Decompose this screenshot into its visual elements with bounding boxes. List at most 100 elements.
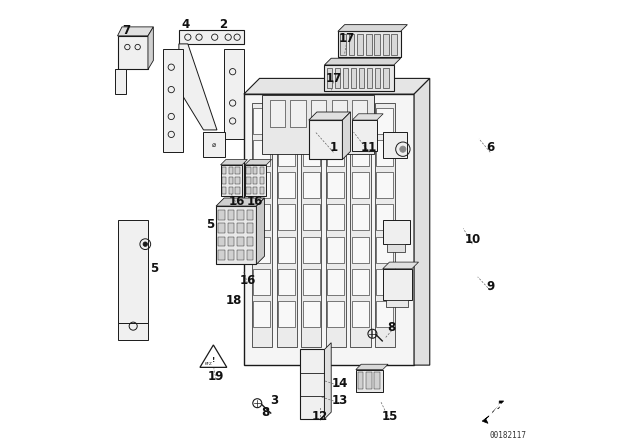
Bar	[340, 34, 346, 55]
Bar	[303, 140, 319, 166]
Bar	[387, 300, 408, 307]
Bar	[374, 34, 380, 55]
Bar	[352, 108, 369, 134]
Bar	[236, 187, 240, 194]
Bar	[246, 250, 253, 260]
Bar	[253, 140, 270, 166]
Bar	[218, 250, 225, 260]
Bar	[358, 372, 364, 389]
Bar	[237, 210, 244, 220]
Bar	[303, 237, 319, 263]
Text: 17: 17	[325, 72, 342, 85]
Bar	[332, 100, 347, 127]
Bar	[303, 172, 319, 198]
Text: 3: 3	[270, 394, 278, 408]
Text: 5: 5	[206, 217, 214, 231]
Bar	[375, 68, 380, 88]
Bar	[356, 370, 383, 392]
Text: KFZ: KFZ	[205, 362, 212, 366]
Bar	[222, 177, 227, 184]
Bar	[246, 223, 253, 233]
Bar	[115, 69, 127, 94]
Text: 9: 9	[486, 280, 494, 293]
Bar	[327, 237, 344, 263]
Bar	[376, 269, 394, 295]
Text: 16: 16	[239, 273, 255, 287]
Bar	[351, 103, 371, 347]
Text: 16: 16	[247, 195, 263, 208]
Bar	[376, 172, 394, 198]
Polygon shape	[383, 262, 419, 269]
Bar	[262, 95, 374, 154]
Bar	[216, 206, 257, 264]
Bar	[327, 68, 332, 88]
Bar	[278, 204, 295, 230]
Polygon shape	[489, 403, 502, 419]
Bar	[246, 187, 251, 194]
Text: ⌀: ⌀	[211, 142, 216, 148]
Text: 8: 8	[261, 405, 269, 419]
Bar	[327, 269, 344, 295]
Text: 15: 15	[381, 410, 397, 423]
Text: 14: 14	[332, 376, 348, 390]
Polygon shape	[309, 112, 351, 120]
Bar	[327, 301, 344, 327]
Bar	[260, 167, 264, 174]
Bar	[327, 172, 344, 198]
Bar	[349, 34, 355, 55]
Bar	[278, 237, 295, 263]
Bar	[228, 167, 233, 174]
Bar	[244, 94, 414, 365]
Bar	[327, 140, 344, 166]
Text: 13: 13	[332, 393, 348, 407]
Bar	[357, 34, 363, 55]
Text: 17: 17	[339, 31, 355, 45]
Bar	[236, 177, 240, 184]
Text: 8: 8	[388, 320, 396, 334]
Text: 1: 1	[330, 141, 337, 155]
Polygon shape	[221, 159, 248, 165]
Text: 11: 11	[361, 141, 378, 155]
Bar	[179, 30, 244, 44]
Polygon shape	[324, 58, 401, 65]
Bar	[375, 103, 396, 347]
Bar	[118, 323, 148, 340]
Bar	[366, 372, 371, 389]
Bar	[246, 210, 253, 220]
Text: 4: 4	[182, 18, 189, 31]
Bar	[253, 301, 270, 327]
Bar	[352, 204, 369, 230]
Text: 00182117: 00182117	[490, 431, 527, 440]
Bar	[253, 269, 270, 295]
Bar	[376, 237, 394, 263]
Bar	[278, 172, 295, 198]
Polygon shape	[148, 27, 154, 69]
Polygon shape	[414, 78, 430, 365]
Text: 5: 5	[150, 262, 158, 276]
Bar	[376, 301, 394, 327]
Bar	[352, 301, 369, 327]
Bar	[163, 49, 184, 152]
Bar	[352, 140, 369, 166]
Bar	[253, 167, 257, 174]
Polygon shape	[324, 343, 332, 419]
Bar	[253, 237, 270, 263]
Circle shape	[400, 146, 406, 152]
Bar	[374, 372, 380, 389]
Text: 12: 12	[312, 410, 328, 423]
Bar	[301, 103, 321, 347]
Bar	[383, 34, 388, 55]
Bar	[118, 220, 148, 323]
Polygon shape	[342, 112, 351, 159]
Polygon shape	[118, 27, 154, 36]
Bar	[383, 269, 412, 300]
Bar	[253, 172, 270, 198]
Bar	[352, 100, 367, 127]
Bar	[228, 210, 234, 220]
Bar	[338, 31, 401, 57]
Bar	[253, 108, 270, 134]
Bar	[228, 250, 234, 260]
Bar	[327, 108, 344, 134]
Bar	[352, 172, 369, 198]
Bar	[260, 187, 264, 194]
